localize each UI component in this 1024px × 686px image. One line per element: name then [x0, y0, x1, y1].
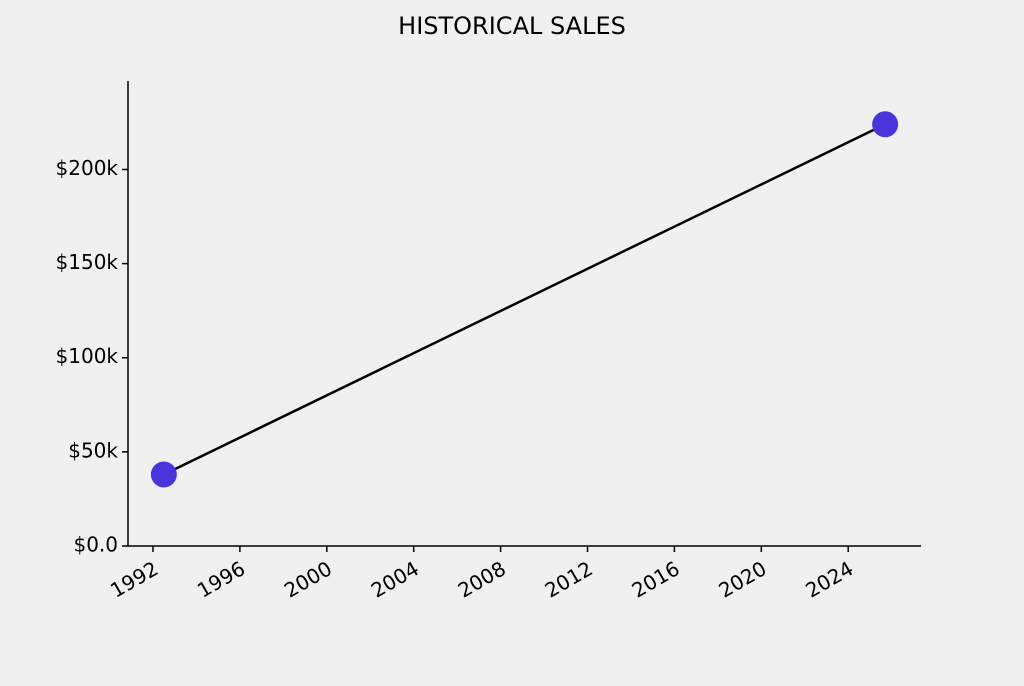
x-tick-label: 2024: [801, 556, 857, 602]
x-tick-label: 2000: [280, 556, 336, 602]
x-tick-label: 2020: [714, 556, 770, 602]
x-tick-label: 2008: [454, 556, 510, 602]
y-tick-label: $200k: [56, 156, 119, 180]
x-tick-label: 2016: [628, 556, 684, 602]
line: [163, 123, 886, 476]
x-tick-label: 1992: [106, 556, 162, 602]
y-tick-label: $0.0: [73, 533, 118, 557]
marker: [150, 461, 177, 488]
x-tick-label: 2012: [541, 556, 597, 602]
x-tick-label: 2004: [367, 556, 423, 602]
y-tick-label: $150k: [56, 250, 119, 274]
marker: [872, 111, 899, 138]
y-tick-label: $100k: [56, 344, 119, 368]
x-tick-label: 1996: [193, 556, 249, 602]
chart-title: HISTORICAL SALES: [398, 12, 626, 40]
y-tick-label: $50k: [68, 438, 118, 462]
